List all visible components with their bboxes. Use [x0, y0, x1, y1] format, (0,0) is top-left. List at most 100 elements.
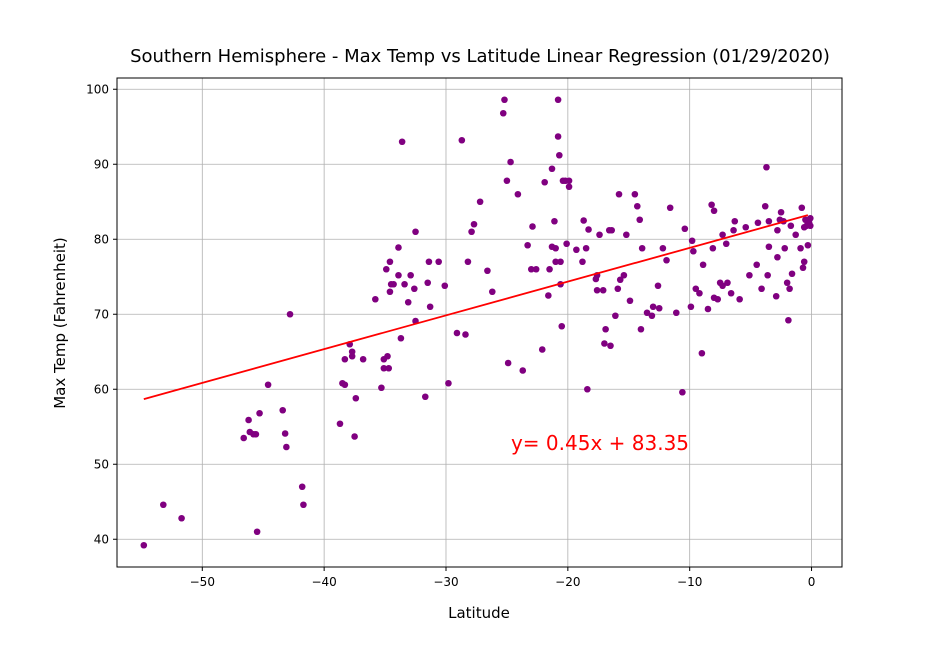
data-point	[807, 222, 814, 230]
data-point	[807, 214, 814, 222]
data-point	[719, 231, 726, 239]
data-point	[514, 190, 522, 198]
data-point	[264, 381, 272, 389]
data-point	[421, 393, 429, 401]
x-tick-label: −30	[433, 575, 458, 589]
data-point	[256, 409, 263, 417]
data-point	[746, 271, 753, 279]
data-point	[649, 303, 657, 311]
data-point	[545, 292, 552, 299]
data-point	[298, 483, 306, 491]
data-point	[690, 247, 697, 255]
data-point	[607, 342, 614, 350]
data-point	[602, 325, 609, 333]
data-point	[384, 352, 391, 360]
data-point	[765, 217, 773, 225]
data-point	[253, 528, 261, 536]
data-point	[398, 138, 406, 146]
data-point	[140, 541, 148, 549]
y-tick-label: 40	[94, 532, 109, 546]
data-point	[804, 241, 812, 249]
data-point	[548, 165, 556, 173]
data-point	[761, 202, 769, 210]
data-point	[623, 231, 630, 239]
data-point	[395, 244, 402, 251]
data-point	[501, 96, 508, 104]
x-axis-ticks: −50 −40 −30 −20 −10 0	[190, 567, 816, 589]
data-point	[554, 133, 562, 140]
data-points	[140, 96, 814, 549]
data-point	[412, 228, 419, 236]
data-point	[584, 385, 591, 393]
data-point	[696, 289, 703, 297]
x-tick-label: −10	[677, 575, 702, 589]
data-point	[655, 304, 663, 312]
x-tick-label: 0	[808, 575, 816, 589]
data-point	[710, 207, 718, 215]
data-point	[488, 288, 496, 296]
data-point	[359, 355, 367, 363]
data-point	[643, 309, 651, 317]
data-point	[786, 285, 793, 293]
data-point	[386, 258, 394, 266]
data-point	[541, 178, 548, 186]
x-tick-label: −40	[311, 575, 336, 589]
data-point	[626, 297, 634, 305]
data-point	[424, 279, 432, 287]
data-point	[765, 243, 773, 251]
data-point	[378, 384, 385, 392]
data-point	[758, 285, 765, 293]
data-point	[484, 267, 491, 275]
data-point	[742, 223, 750, 231]
y-tick-label: 90	[94, 157, 109, 171]
data-point	[453, 329, 461, 337]
data-point	[580, 217, 587, 224]
data-point	[551, 217, 558, 225]
data-point	[709, 244, 717, 252]
data-point	[386, 288, 394, 296]
data-point	[724, 279, 731, 287]
data-point	[458, 136, 466, 144]
data-point	[352, 394, 360, 402]
data-point	[772, 292, 780, 300]
regression-equation-label: y= 0.45x + 83.35	[511, 431, 689, 455]
data-point	[382, 265, 390, 273]
data-point	[341, 381, 349, 389]
data-point	[552, 244, 559, 252]
x-tick-label: −50	[190, 575, 215, 589]
data-point	[620, 271, 628, 279]
data-point	[557, 258, 564, 266]
y-tick-label: 50	[94, 457, 109, 471]
data-point	[283, 443, 290, 451]
data-point	[300, 501, 307, 509]
data-point	[722, 240, 730, 248]
y-tick-label: 60	[94, 382, 109, 396]
data-point	[687, 303, 695, 311]
data-point	[558, 322, 566, 330]
y-tick-label: 80	[94, 232, 109, 246]
data-point	[637, 325, 645, 333]
data-point	[390, 280, 397, 288]
data-point	[579, 258, 586, 266]
data-point	[638, 244, 646, 252]
chart-title: Southern Hemisphere - Max Temp vs Latitu…	[130, 46, 830, 67]
data-point	[380, 364, 388, 372]
data-point	[708, 201, 715, 209]
data-point	[699, 261, 707, 269]
data-point	[636, 216, 644, 224]
x-tick-label: −20	[555, 575, 580, 589]
data-point	[763, 163, 770, 171]
data-point	[787, 222, 795, 230]
data-point	[663, 256, 670, 264]
data-point	[532, 265, 540, 273]
data-point	[404, 298, 412, 306]
data-point	[286, 310, 294, 318]
plot-frame	[116, 77, 843, 568]
data-point	[372, 295, 379, 303]
data-point	[407, 271, 414, 279]
data-point	[395, 271, 402, 279]
data-point	[593, 286, 601, 294]
data-point	[714, 295, 722, 303]
data-point	[462, 331, 469, 338]
